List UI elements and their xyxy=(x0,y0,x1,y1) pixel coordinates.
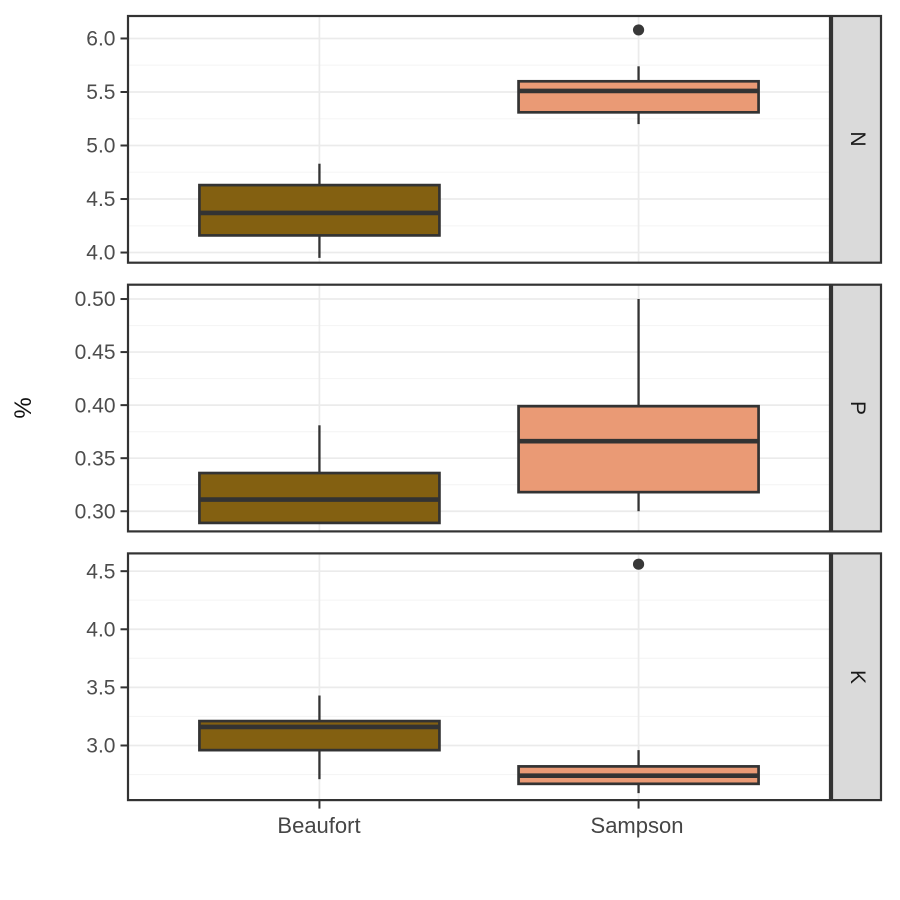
outlier-point xyxy=(632,24,645,36)
y-tick-label: 0.35 xyxy=(75,447,116,470)
x-axis-label-beaufort: Beaufort xyxy=(277,813,361,838)
y-tick-label: 3.5 xyxy=(86,677,115,700)
y-tick-label: 4.0 xyxy=(86,242,115,265)
y-tick-label: 4.5 xyxy=(86,188,115,211)
y-tick-label: 0.30 xyxy=(75,500,116,523)
y-tick-label: 5.0 xyxy=(86,135,115,158)
y-tick-label: 0.45 xyxy=(75,341,116,364)
y-tick-label: 0.40 xyxy=(75,394,116,417)
panel-border xyxy=(126,552,832,802)
y-tick-label: 4.0 xyxy=(86,618,115,641)
box-sampson xyxy=(517,558,760,794)
facet-strip xyxy=(830,283,883,533)
facet-strip xyxy=(830,14,883,264)
facet-panel-n: 4.0 4.5 5.0 5.5 6.0 xyxy=(86,14,883,265)
box-beaufort xyxy=(198,695,441,780)
box-beaufort xyxy=(198,425,441,525)
y-tick-label: 0.50 xyxy=(75,288,116,311)
iqr-box xyxy=(517,404,760,494)
panel-border xyxy=(126,283,832,533)
facet-panel-k: 3.0 3.5 4.0 4.5 xyxy=(86,552,883,802)
facet-strip-label-k: K xyxy=(846,669,869,685)
facet-panel-p: 0.30 0.35 0.40 0.45 0.50 xyxy=(75,283,883,533)
iqr-box xyxy=(198,183,441,237)
facet-strip xyxy=(830,552,883,802)
box-beaufort xyxy=(198,163,441,258)
facet-strip-label-n: N xyxy=(846,131,869,147)
panel-background xyxy=(128,553,830,801)
box-sampson xyxy=(517,299,760,512)
iqr-box xyxy=(517,79,760,114)
y-axis-title: % xyxy=(10,397,37,419)
y-tick-label: 3.0 xyxy=(86,735,115,758)
y-tick-label: 4.5 xyxy=(86,560,115,583)
y-tick-label: 6.0 xyxy=(86,28,115,51)
box-sampson xyxy=(517,24,760,125)
x-axis-label-sampson: Sampson xyxy=(590,813,684,838)
facet-strip-label-p: P xyxy=(846,400,869,416)
y-tick-label: 5.5 xyxy=(86,81,115,104)
outlier-point xyxy=(632,558,645,570)
panel-border xyxy=(126,14,832,264)
